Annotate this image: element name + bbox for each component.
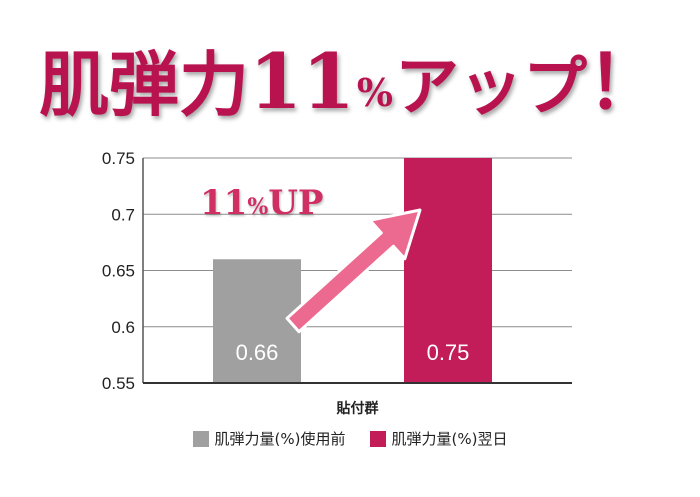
y-tick-label: 0.75	[102, 149, 135, 168]
chart-legend: 肌弾力量(%)使用前 肌弾力量(%)翌日	[0, 428, 700, 449]
legend-item-after: 肌弾力量(%)翌日	[369, 428, 508, 449]
bar-after	[404, 158, 492, 383]
bar-value-label: 0.75	[427, 340, 470, 365]
headline: 肌弾力 11 % アップ ！	[0, 10, 700, 126]
y-tick-label: 0.6	[111, 318, 135, 337]
increase-callout: 11%UP	[200, 183, 323, 223]
headline-number: 11	[249, 37, 355, 126]
increase-arrow	[285, 208, 422, 334]
bar-value-label: 0.66	[236, 340, 279, 365]
callout-up: UP	[268, 183, 324, 223]
headline-up-text: アップ	[394, 50, 587, 125]
callout-percent: %	[247, 194, 269, 220]
y-tick-label: 0.65	[102, 262, 135, 281]
legend-swatch-before	[192, 430, 209, 447]
headline-text: 肌弾力	[39, 43, 250, 126]
y-tick-label: 0.55	[102, 374, 135, 393]
bar-before	[213, 259, 301, 383]
x-category-label: 貼付群	[337, 400, 379, 417]
legend-label-before: 肌弾力量(%)使用前	[214, 430, 346, 448]
legend-swatch-after	[369, 430, 386, 447]
headline-percent: %	[356, 70, 393, 115]
y-tick-label: 0.7	[111, 205, 135, 224]
legend-label-after: 肌弾力量(%)翌日	[391, 430, 508, 448]
callout-number: 11	[200, 183, 248, 223]
legend-item-before: 肌弾力量(%)使用前	[192, 428, 346, 449]
headline-exclaim: ！	[586, 40, 661, 126]
